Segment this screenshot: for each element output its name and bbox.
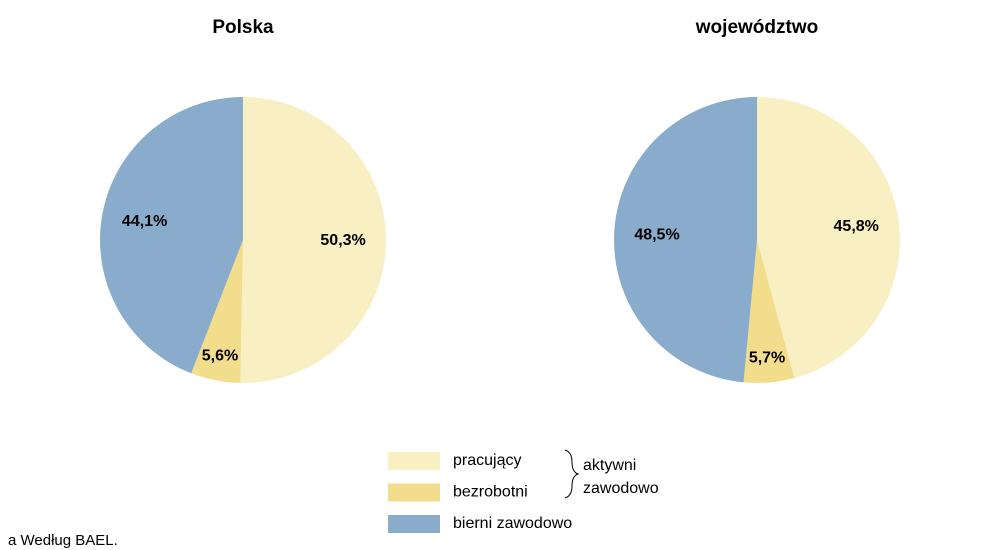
value-label: 45,8% [834,218,879,235]
pie-slice [743,240,795,383]
pie-slice [240,97,386,384]
value-label: 48,5% [634,227,679,244]
pie-slice [757,97,900,379]
legend-label: bierni zawodowo [453,515,572,532]
legend-swatch [388,515,440,533]
legend-swatch [388,452,440,470]
value-label: 5,6% [202,348,238,365]
legend-group-label: zawodowo [583,480,659,497]
legend-bracket [564,449,580,499]
legend-swatch [388,483,440,502]
legend-label: pracujący [453,452,521,469]
pie-slice [99,96,243,374]
legend-label: bezrobotni [453,484,528,501]
pie-slice [613,97,757,383]
chart-title: województwo [695,17,818,38]
footnote: a Według BAEL. [8,532,118,549]
chart-title: Polska [212,17,274,38]
legend-group-label: aktywni [583,457,636,474]
value-label: 44,1% [122,213,167,230]
value-label: 5,7% [749,349,785,366]
value-label: 50,3% [320,232,365,249]
pie-slice [191,240,243,383]
